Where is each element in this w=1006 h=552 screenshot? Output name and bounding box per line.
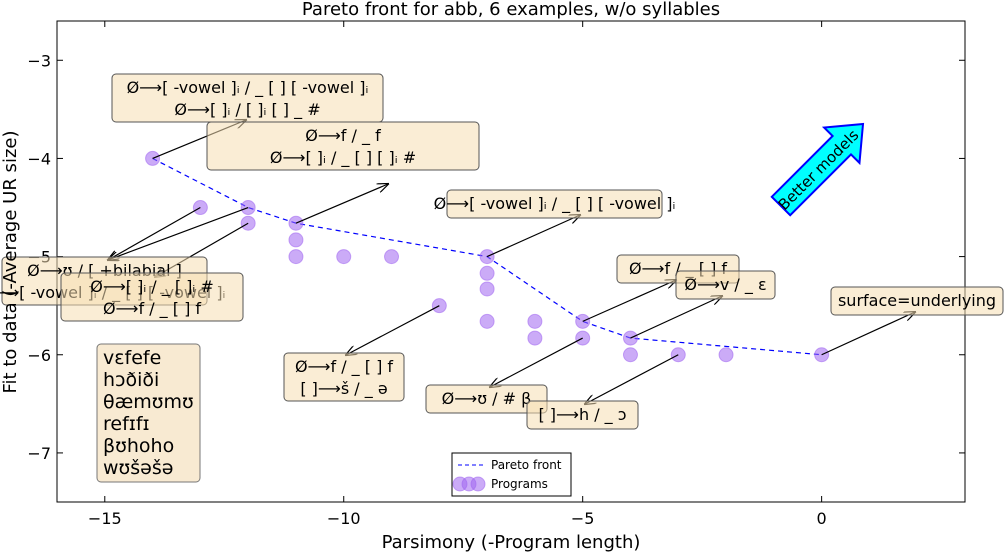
better-models-arrow-shape — [770, 122, 865, 217]
axis-ticks: −15−10−50−3−4−5−6−7 — [27, 21, 965, 528]
annotation-box-bg — [446, 189, 663, 219]
annotation-arrow — [821, 312, 915, 356]
x-tick-label: −10 — [327, 509, 361, 528]
chart-title: Pareto front for abb, 6 examples, w/o sy… — [302, 0, 720, 20]
program-point — [527, 313, 543, 329]
annotation-rule: Ø⟶[ -vowel ]ᵢ / _ [ ] [ -vowel ]ᵢ — [127, 78, 369, 98]
annotation-box: [ ]⟶h / _ ɔ — [526, 400, 639, 430]
annotation-rule: Ø⟶ʊ / # β — [442, 389, 532, 408]
program-point — [622, 347, 638, 363]
program-point — [288, 232, 304, 248]
annotation-rule: Ø⟶v / _ ɛ — [684, 275, 766, 295]
annotation-rule: Ø⟶f / _ f — [305, 126, 381, 146]
annotation-arrow — [108, 206, 249, 260]
example-word: βʊhoho — [103, 435, 174, 457]
x-tick-label: −5 — [571, 509, 595, 528]
annotation-rule: Ø⟶[ -vowel ]ᵢ / _ [ ] [ -vowel ]ᵢ — [434, 194, 676, 214]
y-tick-label: −6 — [27, 346, 51, 365]
annotation-arrow — [346, 305, 440, 355]
annotation-rule: Ø⟶[ ]ᵢ / _ [ ]ᵢ # — [90, 277, 214, 297]
program-point — [336, 249, 352, 265]
annotation-rule: Ø⟶f / _ [ ] f — [295, 357, 393, 377]
examples-box-bg — [96, 343, 201, 483]
x-axis-label: Parsimony (-Program length) — [382, 532, 641, 552]
annotation-box: Ø⟶f / _ [ ] f[ ]⟶š / _ ə — [283, 352, 405, 402]
annotation-arrow — [490, 337, 583, 387]
y-tick-label: −3 — [27, 51, 51, 70]
annotation-box-bg — [830, 286, 1004, 316]
annotation-rule: surface=underlying — [838, 291, 996, 310]
annotation-box-bg — [425, 384, 548, 414]
annotation-rule: Ø⟶[ ]ᵢ / [ ]ᵢ [ ] _ # — [174, 100, 320, 120]
annotation-rule: Ø⟶f / _ [ ] f — [103, 299, 201, 319]
y-axis-label: Fit to data (-Average UR size) — [0, 131, 21, 394]
program-point — [527, 330, 543, 346]
annotation-boxes: Ø⟶[ -vowel ]ᵢ / _ [ ] [ -vowel ]ᵢØ⟶[ ]ᵢ … — [0, 73, 1004, 430]
program-point — [384, 249, 400, 265]
annotation-box: Ø⟶[ ]ᵢ / _ [ ]ᵢ #Ø⟶f / _ [ ] f — [60, 272, 244, 322]
program-point — [479, 265, 495, 281]
legend: Pareto front Programs — [451, 452, 572, 497]
annotation-rule: [ ]⟶š / _ ə — [300, 379, 387, 399]
annotation-box: Ø⟶[ -vowel ]ᵢ / _ [ ] [ -vowel ]ᵢØ⟶[ ]ᵢ … — [111, 73, 384, 123]
annotation-box-bg — [526, 400, 639, 430]
example-word: hɔðiði — [103, 369, 159, 391]
program-point — [718, 347, 734, 363]
program-points — [145, 150, 830, 363]
annotation-box-bg — [60, 272, 244, 322]
annotation-arrow — [585, 354, 679, 404]
legend-programs-label: Programs — [491, 477, 548, 491]
annotation-box: Ø⟶[ -vowel ]ᵢ / _ [ ] [ -vowel ]ᵢ — [434, 189, 676, 219]
annotation-box: Ø⟶v / _ ɛ — [675, 270, 776, 300]
annotation-box: Ø⟶f / _ fØ⟶[ ]ᵢ / _ [ ] [ ]ᵢ # — [206, 121, 480, 171]
y-tick-label: −4 — [27, 149, 51, 168]
annotation-arrow — [630, 296, 722, 339]
annotation-arrows — [108, 120, 915, 404]
annotation-rule: Ø⟶[ ]ᵢ / _ [ ] [ ]ᵢ # — [270, 148, 416, 168]
annotation-arrow — [582, 280, 676, 322]
program-point — [479, 313, 495, 329]
annotation-arrow — [295, 184, 388, 224]
example-word: wʊšəšə — [103, 457, 173, 479]
annotation-box: surface=underlying — [830, 286, 1004, 316]
legend-programs-swatch-3 — [470, 476, 486, 492]
example-word: vɛfefe — [103, 347, 161, 369]
legend-pareto-label: Pareto front — [491, 458, 562, 472]
annotation-box: Ø⟶ʊ / # β — [425, 384, 548, 414]
x-tick-label: −15 — [88, 509, 122, 528]
program-point — [288, 249, 304, 265]
annotation-box-bg — [283, 352, 405, 402]
annotation-rule: [ ]⟶h / _ ɔ — [538, 405, 626, 425]
y-tick-label: −7 — [27, 444, 51, 463]
annotation-arrow — [108, 206, 201, 260]
example-word: refɪfɪ — [103, 413, 150, 435]
annotation-arrow — [486, 215, 580, 258]
annotation-box-bg — [206, 121, 480, 171]
program-point — [479, 281, 495, 297]
example-word: θæmʊmʊ — [103, 391, 194, 413]
x-tick-label: 0 — [817, 509, 827, 528]
annotation-box-bg — [675, 270, 776, 300]
